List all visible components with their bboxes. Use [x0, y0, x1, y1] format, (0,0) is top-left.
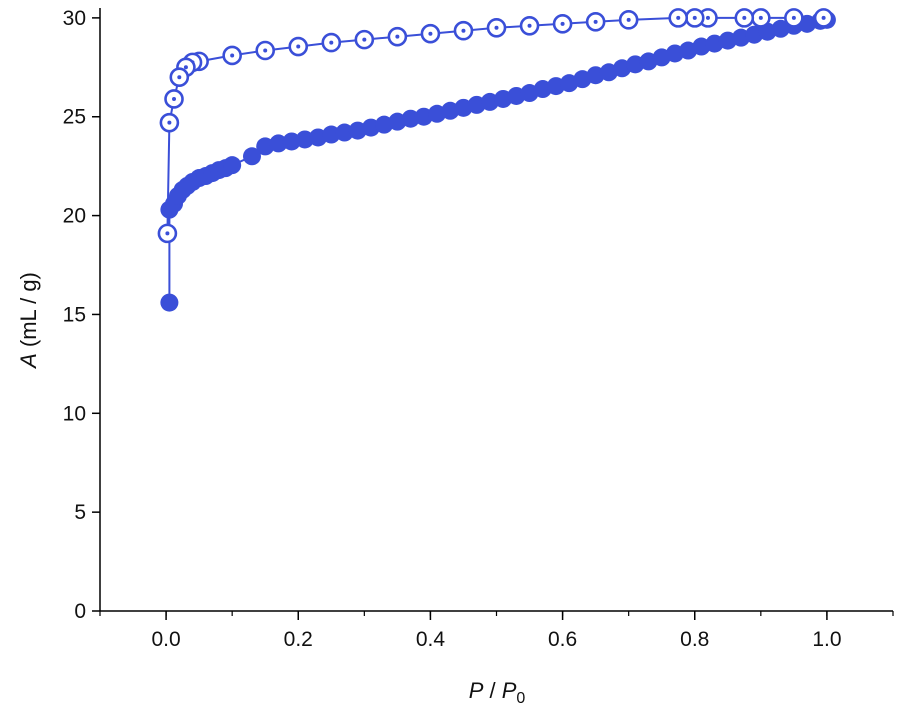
x-axis-title-p0: P	[502, 678, 517, 703]
y-tick-label: 20	[63, 205, 86, 228]
series-2-point	[698, 8, 718, 28]
y-axis-title-symbol: A	[16, 353, 41, 370]
series-2-point	[159, 112, 180, 133]
series-2-point	[157, 223, 178, 244]
point-center-dot	[758, 15, 763, 20]
series-lines	[166, 16, 828, 303]
y-axis-title: A (mL / g)	[16, 272, 41, 370]
series-1-point	[295, 130, 314, 149]
series-2-point	[668, 8, 689, 28]
series-1-point	[160, 293, 179, 312]
series-2-point	[519, 15, 540, 36]
point-center-dot	[593, 19, 598, 24]
point-center-dot	[494, 25, 499, 30]
series-2-point	[552, 14, 573, 34]
x-tick-label: 0.0	[151, 628, 180, 651]
point-center-dot	[428, 31, 433, 36]
series-1-line	[168, 18, 828, 303]
point-center-dot	[560, 21, 565, 26]
series-2-point	[164, 89, 184, 109]
point-center-dot	[329, 40, 334, 45]
series-2-point	[585, 12, 606, 32]
point-center-dot	[395, 34, 400, 39]
point-center-dot	[821, 15, 826, 20]
point-center-dot	[362, 37, 367, 42]
point-center-dot	[692, 15, 697, 20]
x-tick-label: 0.6	[548, 628, 577, 651]
point-center-dot	[676, 15, 681, 20]
x-tick-label: 0.8	[680, 628, 709, 651]
point-center-dot	[461, 28, 466, 33]
y-tick-label: 15	[63, 303, 86, 326]
x-tick-label: 0.2	[284, 628, 313, 651]
x-axis-title-p: P	[469, 678, 484, 703]
x-axis-title-separator: /	[483, 678, 501, 703]
series-2-point	[751, 8, 771, 28]
series-1-point	[322, 125, 341, 144]
y-ticks: 0 5 10 15 20 25 30	[63, 7, 100, 623]
point-center-dot	[183, 65, 188, 70]
point-center-dot	[791, 15, 796, 20]
y-axis-title-unit: (mL / g)	[16, 272, 41, 353]
series-2-point	[321, 32, 342, 53]
series-2-point	[486, 17, 507, 38]
y-tick-label: 30	[63, 7, 86, 30]
point-center-dot	[263, 48, 268, 53]
point-center-dot	[177, 75, 182, 80]
series-2-point	[734, 8, 755, 28]
y-tick-label: 25	[63, 106, 86, 129]
y-tick-label: 10	[63, 402, 86, 425]
series-2-point	[387, 26, 408, 47]
x-tick-label: 0.4	[416, 628, 446, 651]
y-tick-label: 0	[74, 600, 86, 623]
series-2-point	[784, 8, 804, 28]
series-1-point	[242, 147, 261, 166]
series-2-point	[354, 29, 375, 50]
series-2-point	[288, 36, 309, 57]
series-2-point	[618, 10, 639, 30]
x-ticks: 0.0 0.2 0.4 0.6 0.8 1.0	[99, 611, 894, 651]
series-1-point	[282, 132, 301, 151]
x-tick-label: 1.0	[812, 628, 841, 651]
series-2-point	[169, 67, 190, 87]
point-center-dot	[230, 53, 235, 58]
series-1-point	[401, 109, 420, 128]
series-2-point	[453, 20, 474, 41]
point-center-dot	[172, 96, 177, 101]
series-2-point	[222, 45, 242, 66]
series-1-point	[223, 156, 242, 175]
y-tick-label: 5	[74, 501, 86, 524]
series-2-point	[420, 23, 441, 44]
series-1-point	[269, 134, 288, 153]
point-center-dot	[626, 17, 631, 22]
series-points	[157, 8, 836, 312]
point-center-dot	[742, 15, 747, 20]
series-2-point	[684, 8, 705, 28]
point-center-dot	[165, 231, 170, 236]
series-2-point	[255, 40, 276, 61]
point-center-dot	[296, 44, 301, 49]
point-center-dot	[527, 23, 532, 28]
point-center-dot	[705, 15, 710, 20]
x-axis-title-subscript: 0	[516, 690, 525, 707]
x-axis-title: P / P0	[469, 678, 526, 707]
series-1-point	[335, 123, 354, 142]
series-2-point	[813, 8, 834, 28]
point-center-dot	[167, 120, 172, 125]
